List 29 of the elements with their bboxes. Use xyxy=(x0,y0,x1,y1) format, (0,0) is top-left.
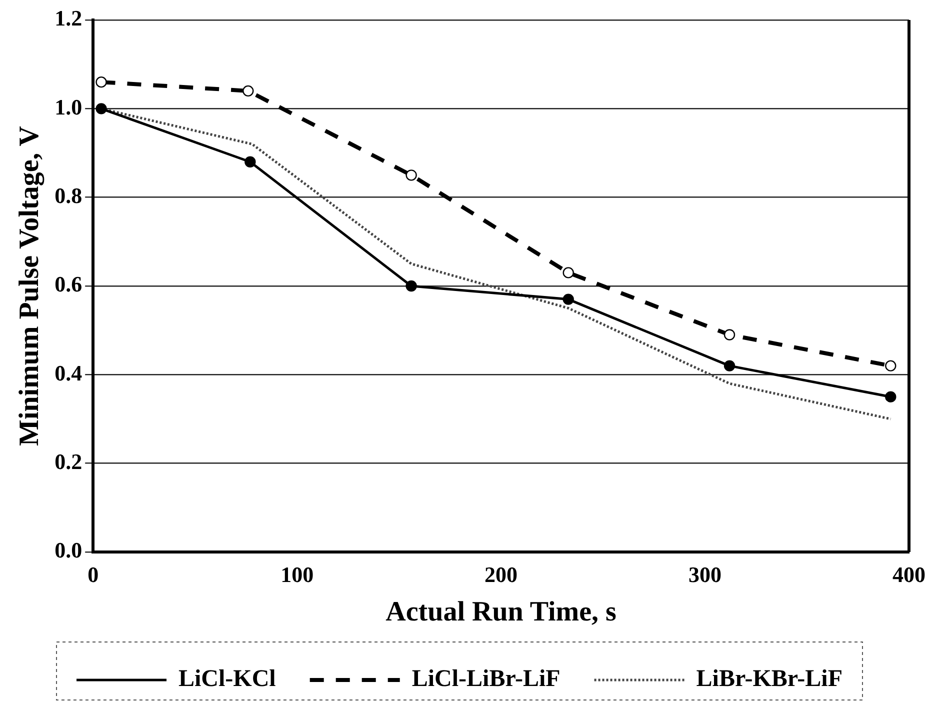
y-tick-label: 0.6 xyxy=(54,272,82,297)
point xyxy=(562,294,574,305)
y-tick-label: 1.2 xyxy=(54,6,82,31)
point xyxy=(406,170,417,181)
x-tick-label: 200 xyxy=(484,562,518,587)
x-tick-label: 400 xyxy=(892,562,926,587)
y-tick-label: 1.0 xyxy=(54,94,82,120)
point xyxy=(724,360,736,372)
y-tick-label: 0.8 xyxy=(54,183,82,208)
point xyxy=(885,391,896,402)
legend-label: LiBr-KBr-LiF xyxy=(696,666,842,692)
point xyxy=(244,156,256,168)
x-axis-title: Actual Run Time, s xyxy=(386,596,617,628)
point xyxy=(885,360,896,372)
y-tick-label: 0.0 xyxy=(54,538,82,563)
point xyxy=(96,103,107,114)
point xyxy=(562,267,574,278)
point xyxy=(406,280,417,292)
y-tick-label: 0.4 xyxy=(54,360,82,386)
legend-label: LiCl-KCl xyxy=(178,666,276,692)
legend-label: LiCl-LiBr-LiF xyxy=(412,666,560,692)
point xyxy=(96,76,107,88)
x-tick-label: 0 xyxy=(88,562,99,587)
y-axis-title: Minimum Pulse Voltage, V xyxy=(14,126,46,446)
point xyxy=(242,85,254,97)
x-tick-label: 300 xyxy=(688,562,722,587)
point xyxy=(724,329,736,340)
x-tick-label: 100 xyxy=(280,562,314,587)
y-tick-label: 0.2 xyxy=(54,449,82,474)
